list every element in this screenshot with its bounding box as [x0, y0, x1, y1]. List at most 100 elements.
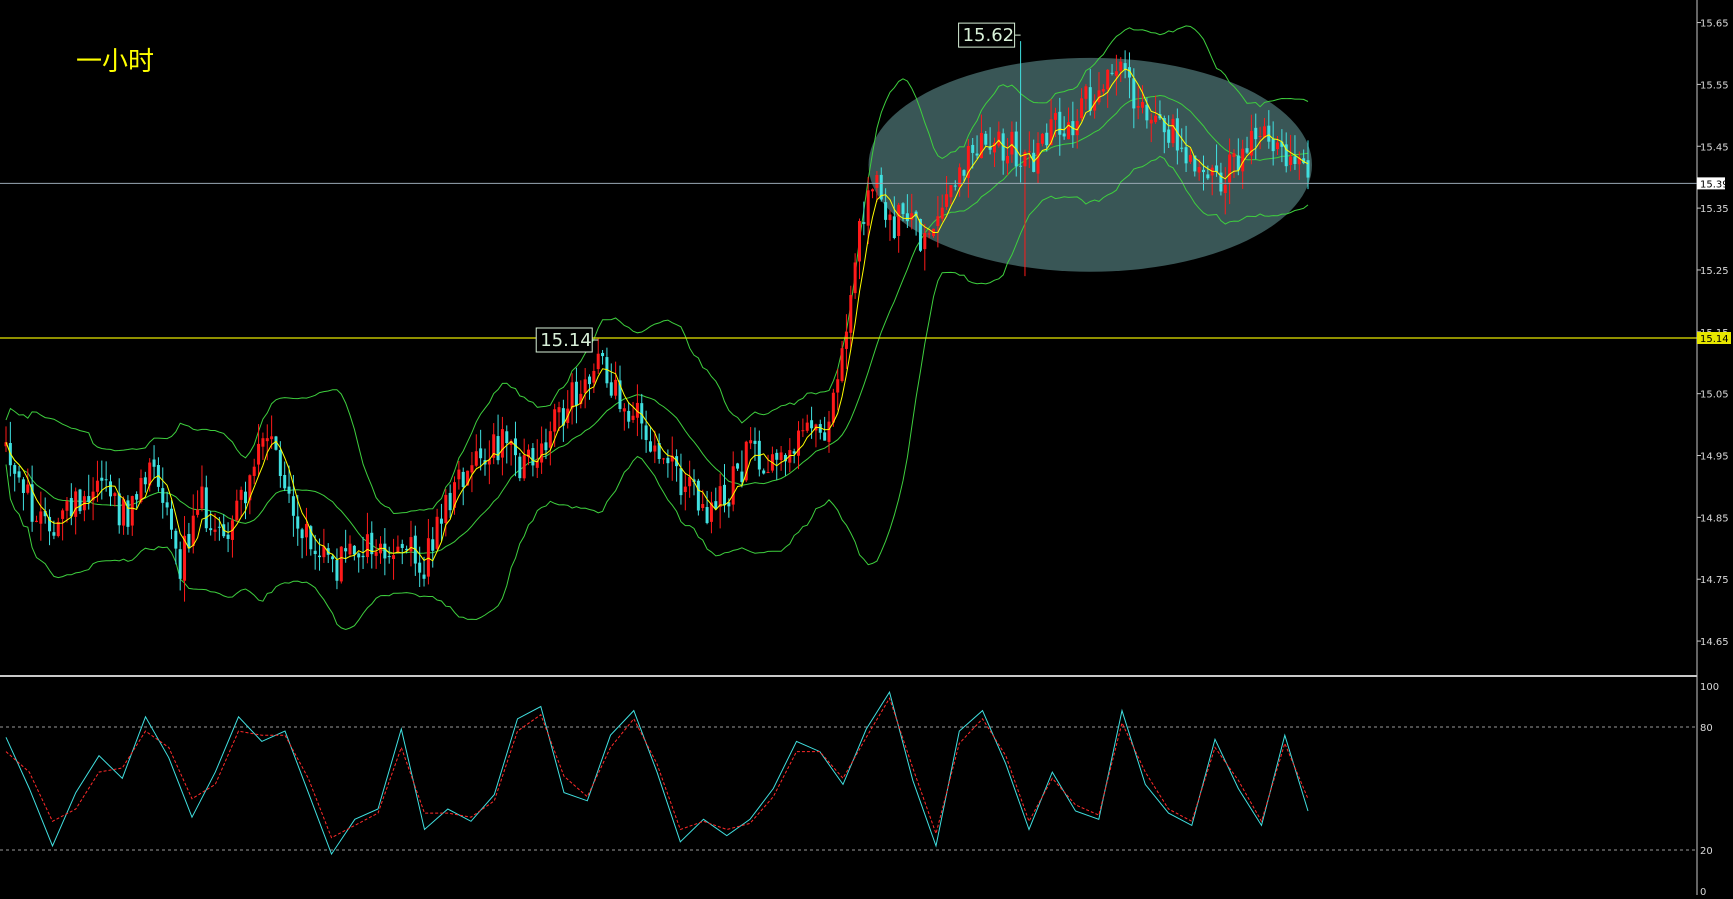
candle-body — [609, 382, 613, 396]
candle-body — [370, 532, 374, 555]
candle-body — [109, 481, 113, 497]
candle — [21, 477, 25, 511]
candle — [370, 521, 374, 569]
candle — [1040, 132, 1044, 147]
candle — [139, 469, 143, 504]
candle-body — [709, 502, 713, 522]
candle-body — [618, 380, 622, 409]
candle — [1154, 95, 1158, 124]
candle-body — [570, 382, 574, 409]
candle — [213, 513, 217, 541]
candle — [1067, 107, 1071, 140]
candle — [100, 460, 104, 500]
candle-body — [779, 452, 783, 460]
candle — [601, 349, 605, 365]
candle — [1188, 149, 1192, 165]
candle — [1149, 113, 1153, 143]
price-tick-label: 15.55 — [1700, 80, 1729, 91]
candle — [975, 135, 979, 159]
candle-body — [527, 449, 531, 458]
candle-body — [705, 507, 709, 524]
candle-body — [335, 559, 339, 581]
candle — [265, 424, 269, 461]
candle — [688, 460, 692, 498]
candle-body — [731, 466, 735, 505]
candle — [666, 449, 670, 478]
candle-body — [405, 548, 409, 551]
candle — [122, 496, 126, 535]
candle-body — [1084, 86, 1088, 99]
candle-body — [553, 409, 557, 432]
candle — [779, 446, 783, 471]
candle-body — [892, 216, 896, 238]
candle-body — [788, 450, 792, 463]
candle — [940, 194, 944, 222]
candle — [766, 454, 770, 474]
candle-body — [287, 486, 291, 494]
candle — [339, 546, 343, 584]
candle-body — [1293, 156, 1297, 164]
candle — [418, 546, 422, 587]
candle-body — [1019, 165, 1023, 167]
candle — [152, 445, 156, 478]
candle — [1123, 50, 1127, 79]
candle-body — [204, 487, 208, 529]
candle-body — [901, 203, 905, 215]
candle — [1158, 100, 1162, 120]
candle-body — [740, 471, 744, 483]
candle-body — [1276, 142, 1280, 150]
price-tick-label: 14.65 — [1700, 637, 1729, 648]
candle — [183, 516, 187, 602]
candle-body — [444, 494, 448, 523]
candle-body — [1197, 167, 1201, 173]
candle-body — [1180, 147, 1184, 149]
candle — [1193, 155, 1197, 177]
candle-body — [614, 379, 618, 396]
candle-body — [1027, 151, 1031, 153]
candle-body — [304, 523, 308, 538]
candle-body — [117, 493, 121, 526]
candle-body — [522, 455, 526, 479]
candle — [762, 468, 766, 475]
candle — [1032, 139, 1036, 173]
candle — [1171, 114, 1175, 148]
candle-body — [1141, 102, 1145, 108]
candle-body — [984, 133, 988, 145]
candle-body — [1036, 142, 1040, 174]
candle — [243, 481, 247, 520]
candle — [444, 489, 448, 537]
candle — [801, 418, 805, 438]
candle-body — [300, 529, 304, 539]
annotations: 15.62 15.14 — [535, 22, 1021, 353]
candle-body — [792, 451, 796, 454]
candle-body — [1080, 98, 1084, 119]
candle-body — [1097, 90, 1101, 103]
current-price-label: 15.39 — [1700, 179, 1729, 190]
candle-body — [966, 146, 970, 178]
candle-body — [78, 489, 82, 512]
candle-body — [496, 436, 500, 461]
candle-body — [418, 562, 422, 573]
candle-body — [1258, 135, 1262, 137]
candle-body — [701, 504, 705, 509]
candle-body — [509, 440, 513, 445]
candle-body — [52, 532, 56, 536]
candle — [627, 402, 631, 429]
candle-body — [1236, 155, 1240, 171]
candle-body — [688, 476, 692, 487]
candle-body — [866, 190, 870, 226]
candle-body — [243, 491, 247, 504]
candle — [622, 403, 626, 431]
candle-body — [653, 445, 657, 452]
candle-body — [148, 462, 152, 486]
candle-body — [152, 459, 156, 467]
candle-body — [466, 470, 470, 486]
candle — [640, 393, 644, 440]
candle-body — [1062, 133, 1066, 137]
candle-body — [387, 556, 391, 558]
candle-body — [657, 443, 661, 459]
candle-body — [1223, 184, 1227, 194]
candle — [400, 539, 404, 565]
candle-body — [352, 545, 356, 555]
